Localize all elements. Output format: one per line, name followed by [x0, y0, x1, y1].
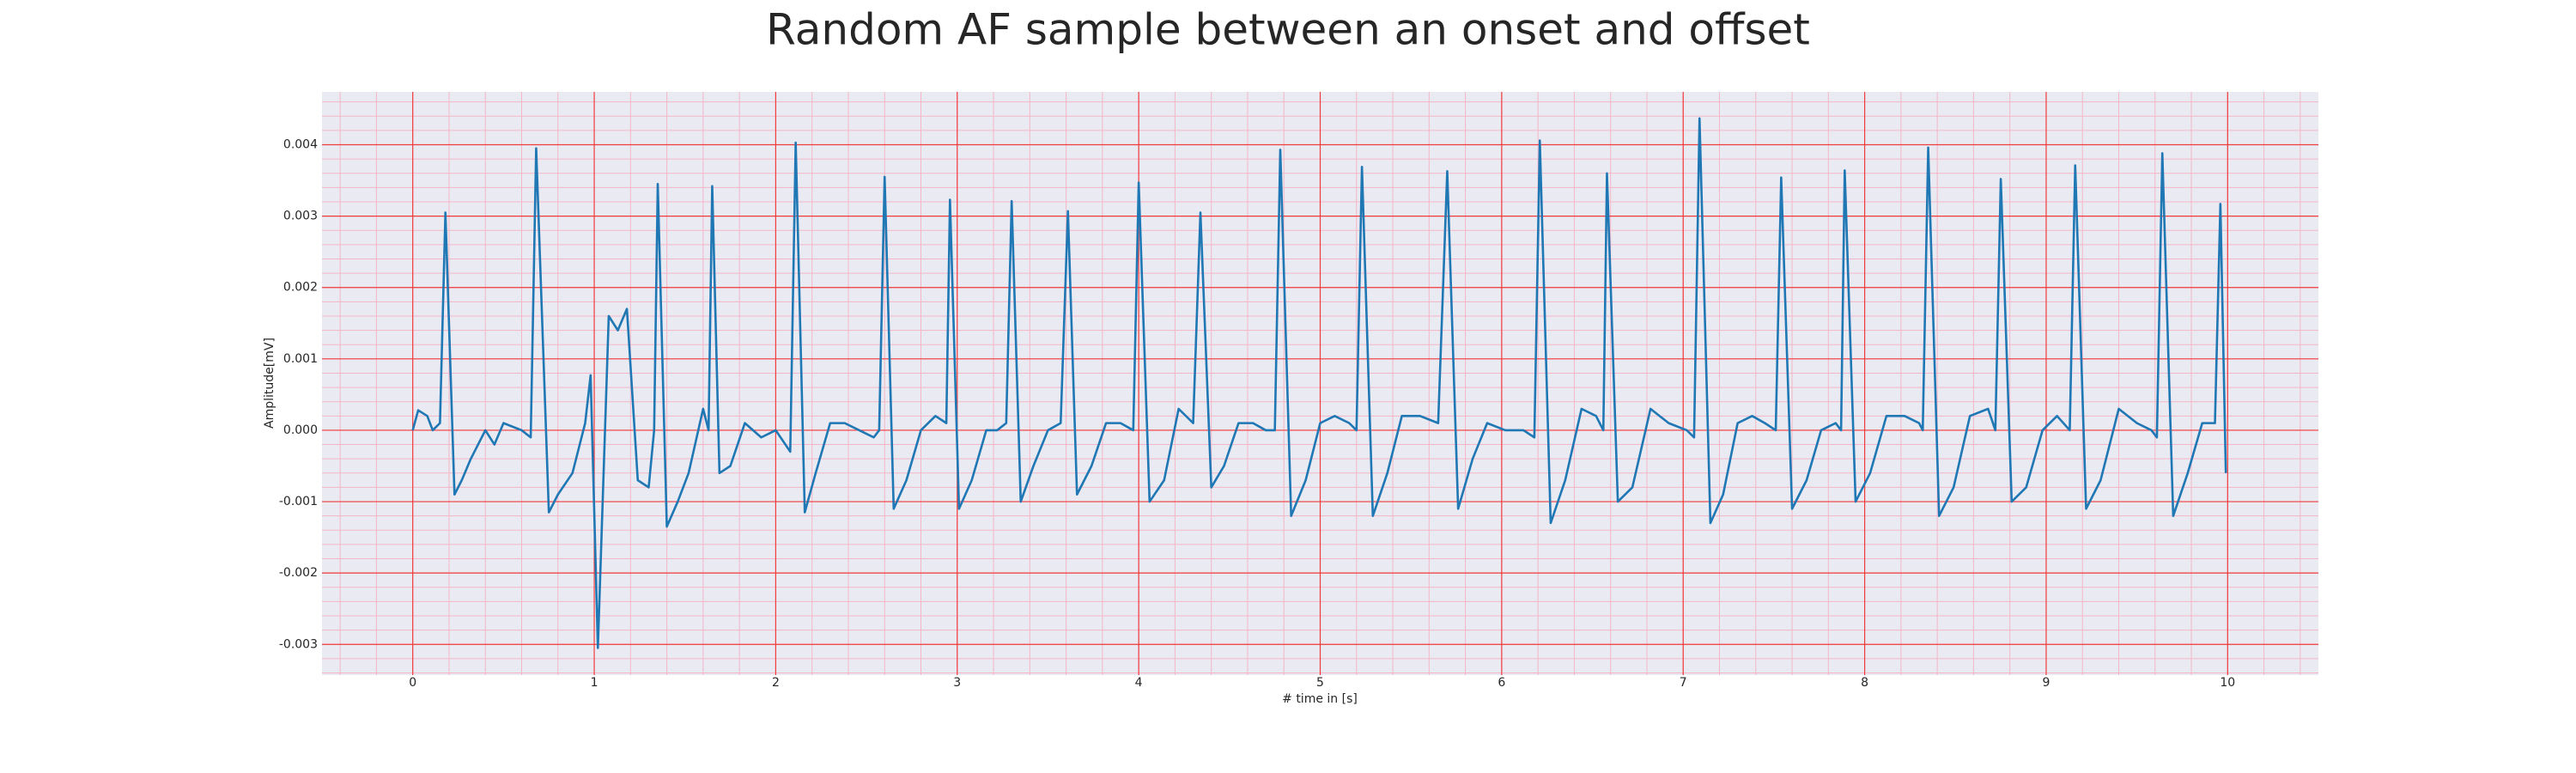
y-tick-label: 0.004	[283, 138, 318, 152]
y-tick-label: 0.000	[283, 423, 318, 437]
labels: 0 1 2 3 4 5 6 7 8 9 10 -0.003 -0.002 -0.001 0.000 0.001…	[279, 138, 2235, 690]
y-tick-label: -0.001	[279, 495, 318, 508]
y-tick-label: -0.003	[279, 637, 318, 651]
x-tick-label: 8	[1861, 676, 1868, 690]
ecg-line	[411, 117, 2227, 649]
y-tick-label: 0.001	[283, 352, 318, 366]
chart-title: Random AF sample between an onset and of…	[766, 5, 1810, 55]
x-tick-label: 2	[772, 676, 780, 690]
x-tick-label: 5	[1316, 676, 1324, 690]
x-tick-label: 0	[409, 676, 416, 690]
y-tick-label: 0.003	[283, 210, 318, 223]
y-tick-label: -0.002	[279, 566, 318, 580]
y-axis-label: Amplitude[mV]	[263, 338, 276, 429]
x-tick-label: 7	[1680, 676, 1687, 690]
x-tick-label: 9	[2042, 676, 2050, 690]
marks	[411, 117, 2227, 649]
x-axis-label: # time in [s]	[1282, 692, 1358, 706]
x-tick-label: 3	[953, 676, 961, 690]
x-tick-label: 4	[1135, 676, 1143, 690]
x-tick-label: 10	[2220, 676, 2235, 690]
x-tick-label: 1	[591, 676, 598, 690]
x-tick-label: 6	[1498, 676, 1505, 690]
y-tick-label: 0.002	[283, 281, 318, 295]
